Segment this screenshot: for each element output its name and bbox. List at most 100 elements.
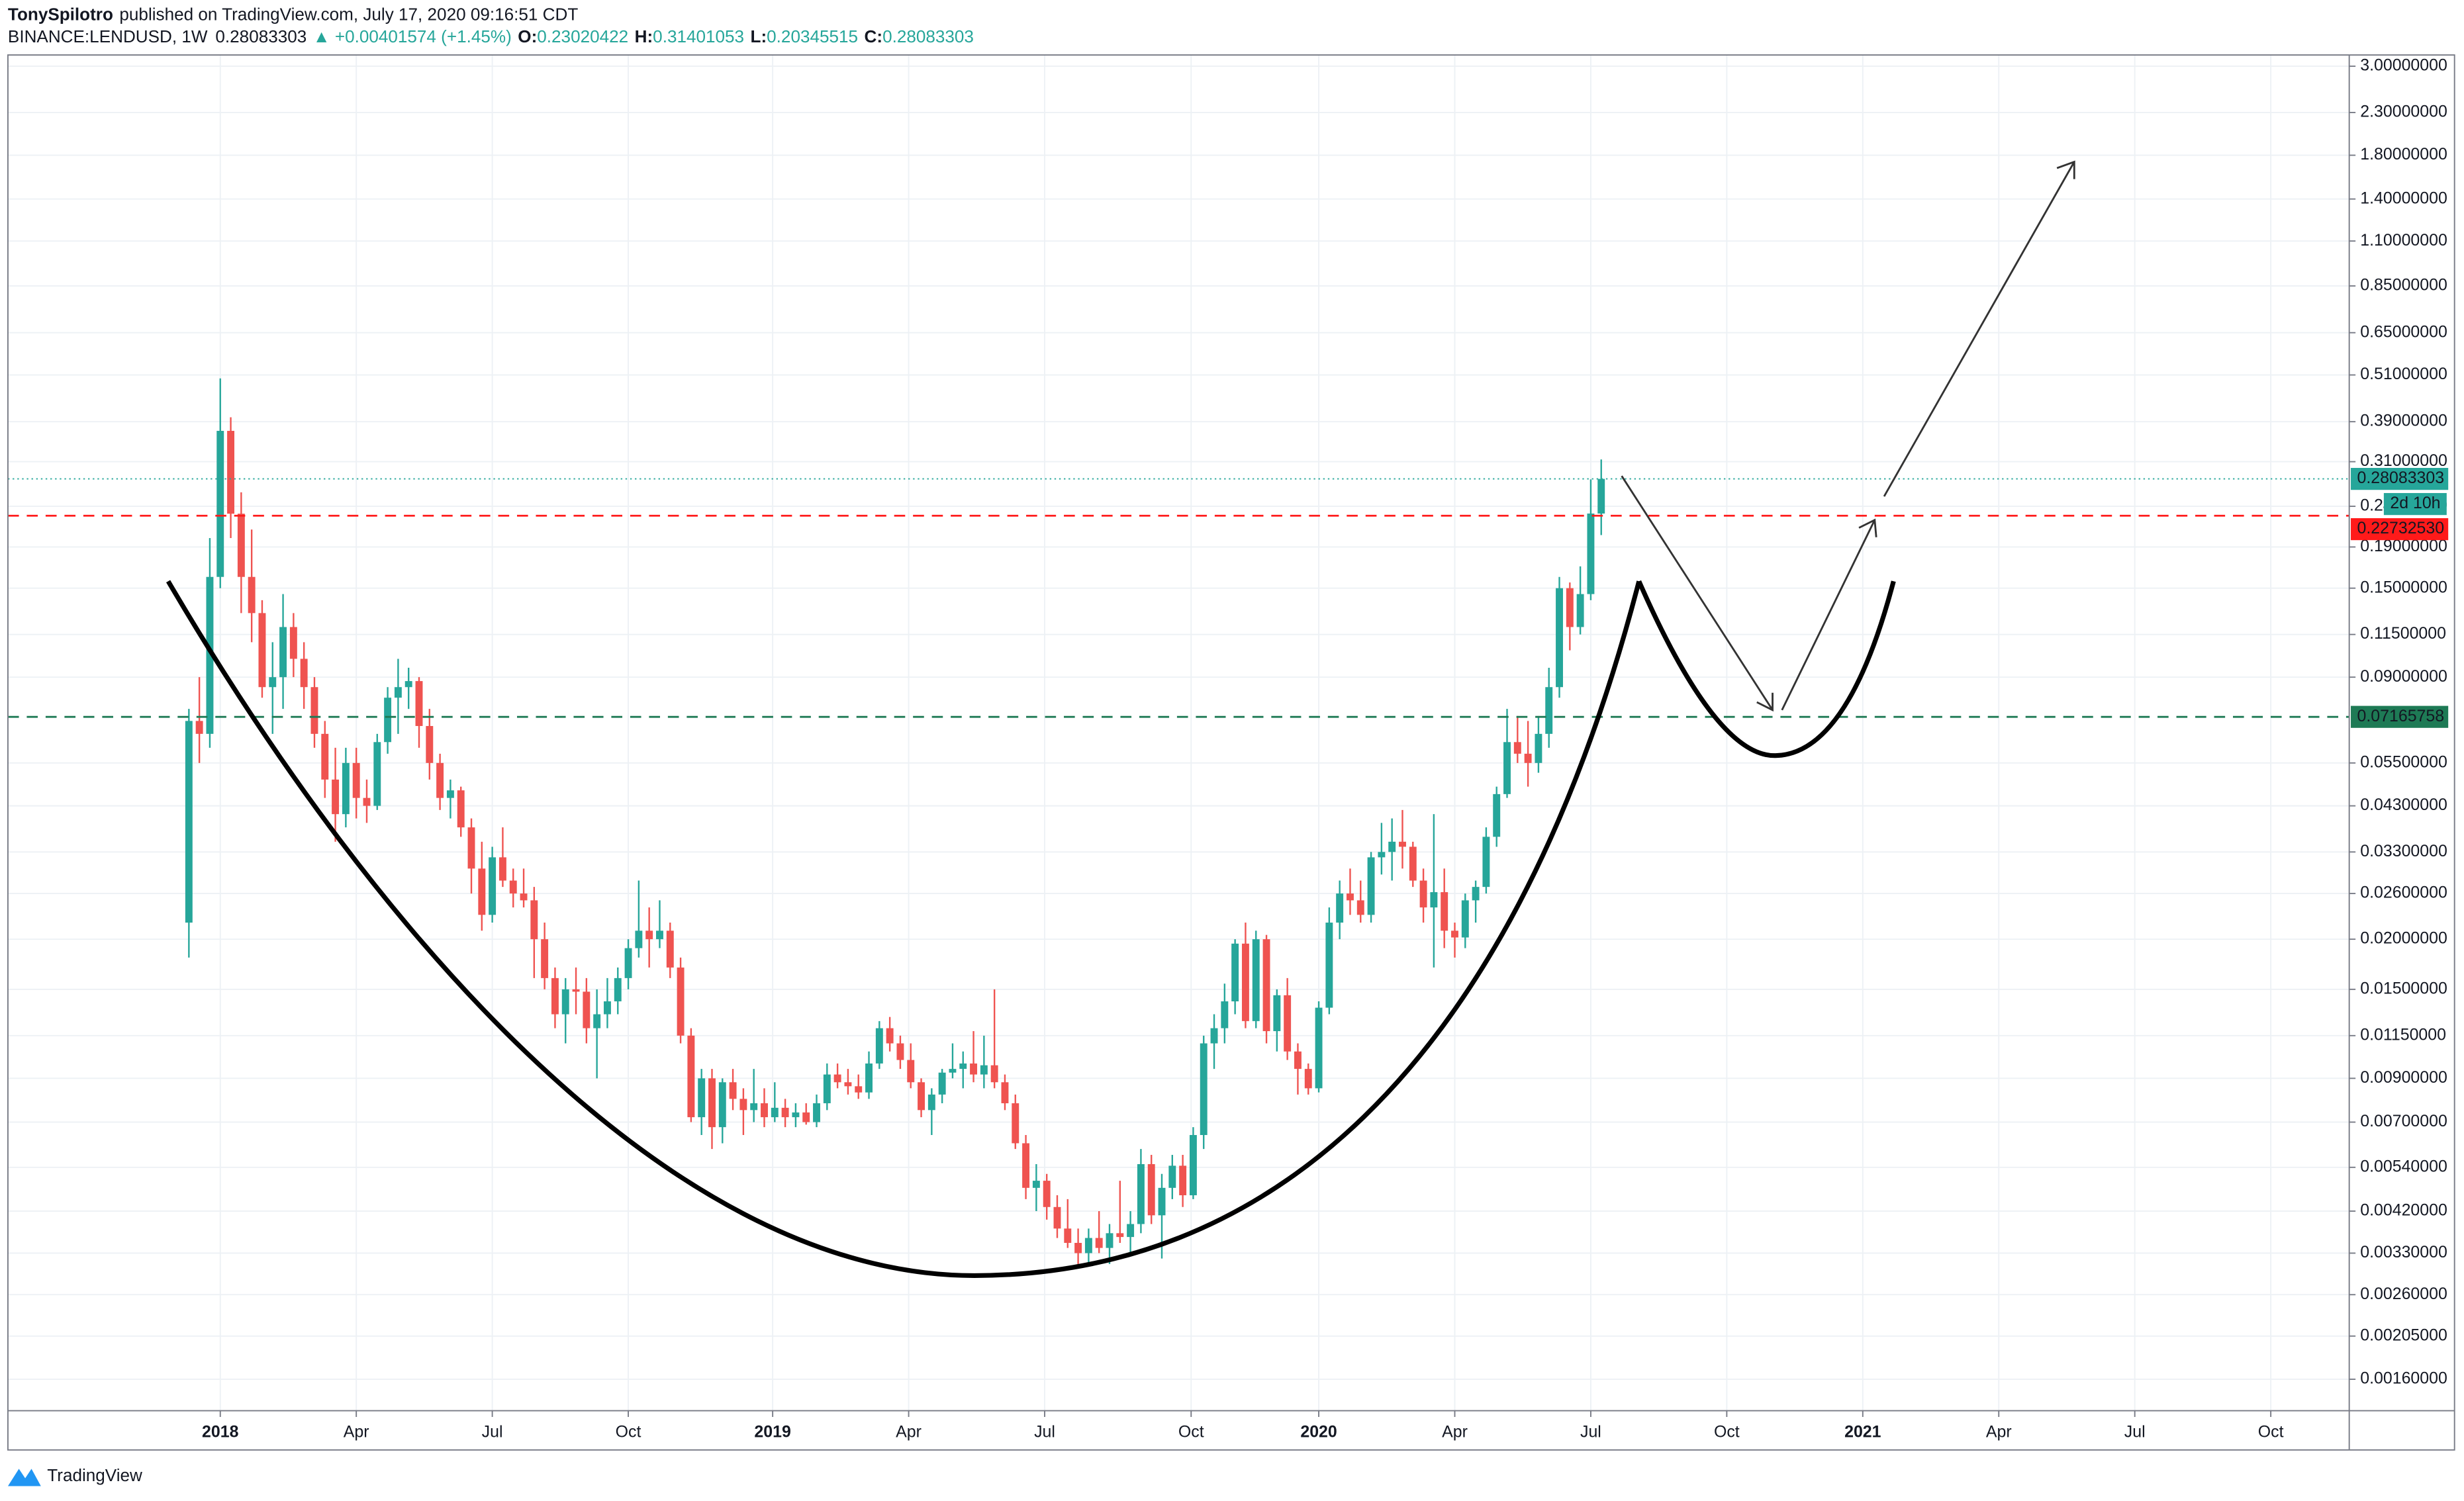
candle-body [1545,687,1553,734]
arrow-up [1781,518,1877,711]
candle-body [886,1028,894,1044]
candle-body [520,893,528,901]
x-tick-label: 2021 [1844,1422,1881,1441]
y-tick-label: 0.65000000 [2360,322,2447,341]
y-tick-label: 0.00900000 [2360,1068,2447,1087]
candle-body [1189,1135,1197,1196]
cup-curve [166,580,1642,1278]
candle-body [1095,1238,1103,1248]
high-value: 0.31401053 [653,26,744,46]
candle-body [970,1063,978,1075]
candle-body [1503,742,1511,794]
candle-body [394,687,402,698]
candle-body [446,790,454,798]
candle-body [865,1063,873,1093]
candle-body [624,948,632,978]
level-box [2351,518,2449,541]
x-tick-label: Apr [1442,1422,1468,1441]
x-tick-label: Jul [1580,1422,1601,1441]
candle-body [729,1082,737,1099]
x-tick-label: Oct [1178,1422,1204,1441]
candle-body [802,1112,810,1122]
y-tick-label: 0.00700000 [2360,1112,2447,1130]
last-price-box [2351,467,2449,490]
candle-body [1084,1238,1092,1253]
arrow-target [1883,160,2075,497]
candle-body [614,978,622,1002]
candle-body [300,659,308,688]
level-box [2351,705,2449,728]
candle-body [352,762,360,798]
symbol: BINANCE:LENDUSD, 1W [8,26,208,46]
candle-body [927,1094,935,1111]
y-tick-label: 0.05500000 [2360,752,2447,771]
y-tick-label: 0.85000000 [2360,276,2447,295]
y-tick-label: 0.00160000 [2360,1369,2447,1388]
level-label: 0.22732530 [2357,519,2445,537]
candle-body [1576,594,1584,627]
candle-body [498,857,506,881]
candle-body [1001,1082,1009,1104]
candle-body [1147,1163,1155,1216]
candle-body [833,1074,841,1083]
candle-body [332,779,340,815]
candle-body [750,1103,758,1111]
candle-body [1116,1233,1124,1238]
candle-body [875,1028,883,1064]
candle-body [656,931,663,940]
candle-body [530,900,538,940]
candle-body [185,721,193,923]
candle-body [1409,846,1417,881]
candle-body [1273,995,1281,1032]
candle-body [959,1063,967,1069]
candle-body [1012,1103,1019,1144]
candle-body [896,1043,904,1060]
candle-body [572,989,580,992]
candle-body [269,677,277,688]
x-tick-label: Jul [482,1422,503,1441]
candle-body [426,725,434,763]
candle-body [1022,1143,1030,1188]
publish-line: TonySpilotro published on TradingView.com… [8,5,578,24]
footer-logo: TradingView [7,1465,142,1486]
candle-body [289,627,297,659]
candle-body [1493,794,1501,837]
candle-body [1482,837,1490,887]
y-tick-label: 3.00000000 [2360,56,2447,75]
candle-body [1461,900,1469,938]
candle-body [509,880,517,894]
x-tick-label: Apr [1986,1422,2012,1441]
candle-body [1294,1051,1302,1069]
candle-body [541,939,549,978]
candle-body [216,431,224,577]
candle-body [980,1065,988,1075]
candle-body [1441,892,1448,931]
candle-body [551,978,559,1015]
y-tick-label: 0.01500000 [2360,979,2447,997]
open-value: 0.23020422 [537,26,628,46]
candle-body [687,1035,695,1118]
candle-body [645,931,653,940]
candle-body [1556,588,1563,688]
candle-body [467,827,475,869]
arrow-down [1621,475,1774,712]
candle-body [321,733,329,780]
candle-body [813,1103,820,1122]
y-tick-label: 0.00205000 [2360,1326,2447,1344]
candle-body [677,967,685,1036]
candle-body [561,989,569,1015]
y-tick-label: 0.00420000 [2360,1201,2447,1220]
candle-body [1200,1043,1208,1136]
candle-body [583,991,591,1028]
candle-body [1106,1233,1114,1248]
candle-body [844,1082,852,1087]
candle-body [1043,1181,1051,1207]
candle-body [1524,753,1532,763]
logo-icon [7,1469,41,1486]
candle-body [1587,513,1595,594]
handle-curve [1636,580,1896,758]
drawings [166,160,2075,1278]
last-price: 0.28083303 [215,26,307,46]
candle-body [761,1103,768,1118]
y-tick-label: 0.02000000 [2360,929,2447,948]
